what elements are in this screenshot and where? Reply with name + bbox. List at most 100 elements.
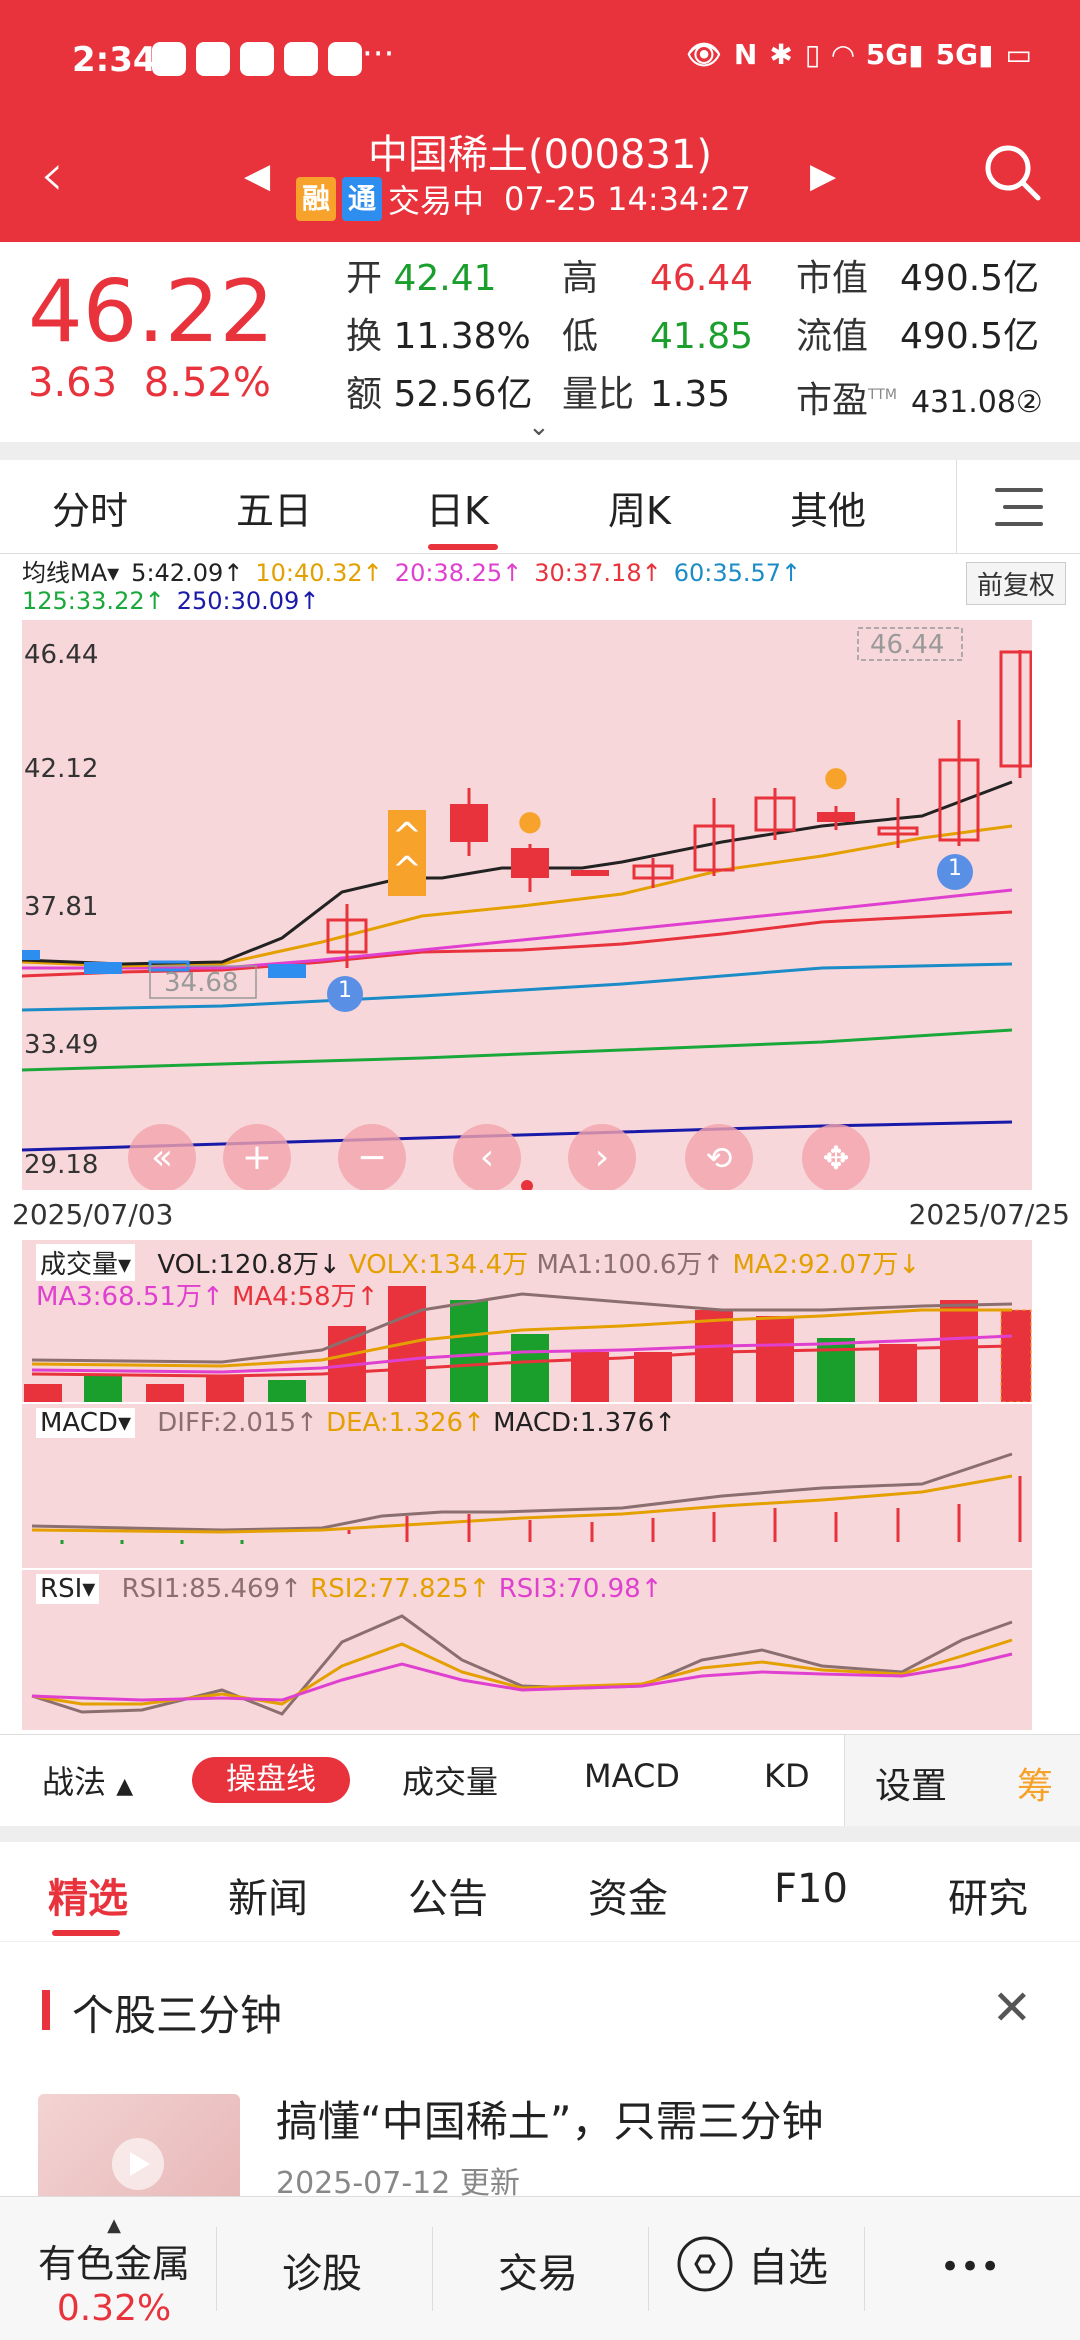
quote-panel: 46.22 3.63 8.52% 开 42.41 换 11.38% 额 52.5… bbox=[0, 242, 1080, 442]
tab-f10[interactable]: F10 bbox=[774, 1866, 848, 1912]
divider bbox=[864, 2227, 865, 2311]
strategy-button[interactable]: 战法 ▲ bbox=[42, 1763, 134, 1801]
ma-dropdown[interactable]: 均线MA▾ bbox=[22, 559, 120, 587]
pe-label: 市盈 bbox=[796, 380, 869, 421]
more-icon[interactable]: ••• bbox=[940, 2247, 1001, 2287]
volume-bar bbox=[940, 1300, 978, 1402]
kline-svg: ^ ^ ● ● bbox=[21, 620, 1033, 1192]
ma125-value: 125:33.22↑ bbox=[22, 587, 165, 615]
prev-button[interactable]: ‹ bbox=[479, 1137, 495, 1178]
macd-svg bbox=[31, 1452, 1022, 1544]
candle bbox=[817, 812, 855, 822]
video-thumbnail[interactable] bbox=[38, 2094, 240, 2202]
zoom-out-button[interactable]: − bbox=[356, 1137, 388, 1178]
volume-bar bbox=[817, 1338, 855, 1402]
rotate-button[interactable]: ⟲ bbox=[705, 1139, 733, 1177]
chart-menu-button[interactable] bbox=[956, 460, 1080, 554]
tab-5day[interactable]: 五日 bbox=[236, 489, 313, 533]
mcap-label: 市值 bbox=[796, 258, 869, 299]
rsi-dropdown[interactable]: RSI▾ bbox=[36, 1574, 100, 1604]
more-notifications-icon: ··· bbox=[362, 34, 395, 74]
watchlist-icon bbox=[677, 2236, 733, 2292]
move-button[interactable]: ✥ bbox=[822, 1139, 850, 1177]
watchlist-button[interactable]: 自选 bbox=[676, 2235, 828, 2293]
stock-subline: 融 通 交易中 07-25 14:34:27 bbox=[296, 176, 751, 222]
next-stock-icon[interactable]: ▶ bbox=[810, 156, 837, 196]
high-label: 高 bbox=[562, 258, 599, 299]
prev-stock-icon[interactable]: ◀ bbox=[244, 156, 271, 196]
start-date: 2025/07/03 bbox=[12, 1198, 174, 1231]
pe-value: 431.08② bbox=[910, 385, 1043, 420]
sector-button[interactable]: ▲ 有色金属 0.32% bbox=[24, 2215, 204, 2330]
zoom-in-button[interactable]: + bbox=[241, 1137, 273, 1178]
section-accent bbox=[42, 1990, 50, 2030]
high-marker-label: 46.44 bbox=[870, 630, 945, 660]
macd-panel[interactable]: MACD▾ DIFF:2.015↑ DEA:1.326↑ MACD:1.376↑ bbox=[22, 1404, 1032, 1568]
amount-label: 额 bbox=[346, 374, 383, 415]
diagnose-button[interactable]: 诊股 bbox=[282, 2251, 362, 2297]
divider bbox=[216, 2227, 217, 2311]
volume-bars bbox=[24, 1286, 1032, 1403]
status-time: 2:34 bbox=[72, 40, 157, 80]
candle bbox=[999, 650, 1033, 768]
svg-text:●: ● bbox=[518, 804, 542, 837]
tab-daily-k[interactable]: 日K bbox=[426, 489, 489, 533]
caopan-button[interactable]: 操盘线 bbox=[192, 1757, 350, 1803]
low-label: 低 bbox=[562, 316, 599, 357]
rsi3-value: RSI3:70.98↑ bbox=[498, 1574, 663, 1604]
next-button[interactable]: › bbox=[594, 1137, 610, 1178]
event-marker[interactable]: 1 bbox=[948, 856, 962, 881]
chips-button[interactable]: 筹 bbox=[1017, 1766, 1054, 1807]
volume-indicator-button[interactable]: 成交量 bbox=[402, 1763, 499, 1801]
kd-indicator-button[interactable]: KD bbox=[764, 1757, 810, 1795]
vol-value: VOL:120.8万↓ bbox=[157, 1250, 341, 1280]
trade-button[interactable]: 交易 bbox=[498, 2251, 578, 2297]
rsi-panel[interactable]: RSI▾ RSI1:85.469↑ RSI2:77.825↑ RSI3:70.9… bbox=[22, 1570, 1032, 1730]
signal-icon: 5G▮ bbox=[865, 38, 924, 71]
divider bbox=[432, 2227, 433, 2311]
volume-legend-2: MA3:68.51万↑ MA4:58万↑ bbox=[36, 1276, 378, 1313]
volratio-label: 量比 bbox=[562, 374, 635, 415]
tab-funds[interactable]: 资金 bbox=[588, 1876, 668, 1922]
tab-weekly-k[interactable]: 周K bbox=[608, 489, 671, 533]
quote-datetime: 07-25 14:34:27 bbox=[504, 180, 751, 218]
tab-research[interactable]: 研究 bbox=[948, 1876, 1028, 1922]
rsi1-value: RSI1:85.469↑ bbox=[121, 1574, 302, 1604]
caret-up-icon: ▲ bbox=[107, 2215, 121, 2236]
change-percent: 8.52% bbox=[143, 360, 271, 406]
tab-news[interactable]: 新闻 bbox=[228, 1876, 308, 1922]
volume-dropdown[interactable]: 成交量▾ bbox=[36, 1244, 136, 1281]
tab-featured[interactable]: 精选 bbox=[48, 1876, 128, 1922]
turnover-value: 11.38% bbox=[393, 316, 531, 357]
fast-back-button[interactable]: « bbox=[150, 1137, 174, 1178]
tab-announcements[interactable]: 公告 bbox=[408, 1876, 488, 1922]
macd-value: MACD:1.376↑ bbox=[493, 1408, 677, 1438]
ma5-line bbox=[21, 780, 1013, 966]
news-title[interactable]: 搞懂“中国稀土”，只需三分钟 bbox=[276, 2097, 824, 2146]
macd-dropdown[interactable]: MACD▾ bbox=[36, 1408, 135, 1438]
open-value: 42.41 bbox=[393, 258, 497, 299]
kline-chart[interactable]: ^ ^ ● ● bbox=[21, 620, 1033, 1192]
app-notification-icon bbox=[152, 42, 186, 76]
close-icon[interactable]: ✕ bbox=[991, 1980, 1032, 2036]
tab-intraday[interactable]: 分时 bbox=[52, 489, 129, 533]
high-value: 46.44 bbox=[650, 258, 754, 299]
ma250-value: 250:30.09↑ bbox=[176, 587, 320, 615]
settings-button[interactable]: 设置 bbox=[875, 1766, 948, 1807]
back-icon[interactable]: ‹ bbox=[40, 140, 64, 210]
status-bar: 2:34 ··· 👁 N ✱ ▯ ◠ 5G▮ 5G▮ ▭ bbox=[0, 0, 1080, 118]
volume-bar bbox=[146, 1384, 184, 1402]
ma60-value: 60:35.57↑ bbox=[673, 559, 802, 587]
divider bbox=[0, 1826, 1080, 1842]
macd-indicator-button[interactable]: MACD bbox=[584, 1757, 680, 1795]
battery-icon: ▭ bbox=[1005, 38, 1032, 71]
adjust-button[interactable]: 前复权 bbox=[965, 562, 1066, 605]
settings-area: 设置 筹 bbox=[844, 1735, 1080, 1827]
expand-chevron-icon[interactable]: ⌄ bbox=[528, 412, 550, 442]
tab-other[interactable]: 其他 bbox=[790, 489, 867, 533]
search-icon[interactable] bbox=[980, 140, 1044, 204]
y-label: 42.12 bbox=[24, 754, 99, 784]
event-marker[interactable]: 1 bbox=[338, 978, 352, 1003]
volume-panel[interactable]: 成交量▾ VOL:120.8万↓ VOLX:134.4万 MA1:100.6万↑… bbox=[22, 1240, 1032, 1403]
app-notification-icon bbox=[196, 42, 230, 76]
